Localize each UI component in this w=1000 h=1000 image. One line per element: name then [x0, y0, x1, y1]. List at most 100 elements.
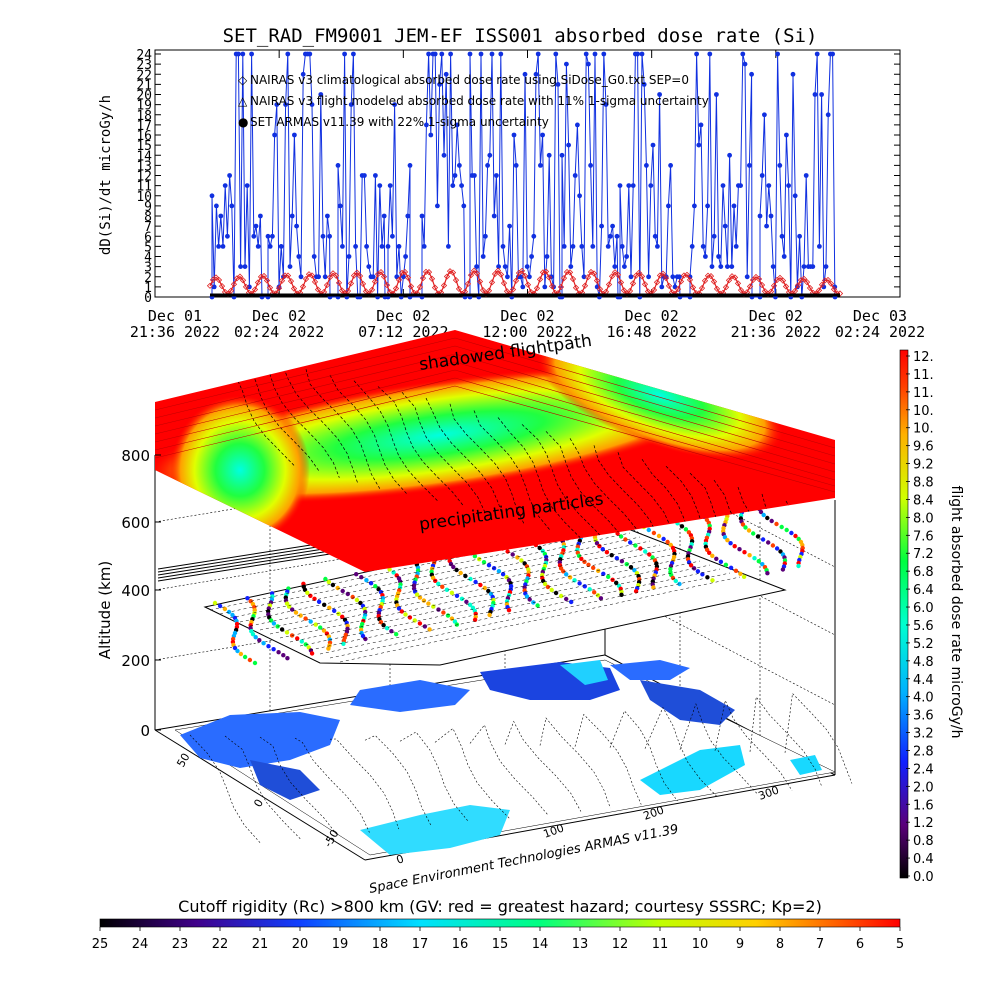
data-point: [810, 264, 816, 269]
y-tick-label: 9: [144, 200, 152, 215]
data-point: [426, 51, 431, 57]
data-point: [566, 269, 574, 276]
data-point: [596, 286, 604, 293]
colorbar-tick-label: 2.4: [913, 762, 934, 777]
data-point: [655, 244, 660, 249]
flight-point: [545, 584, 551, 590]
data-point: [509, 286, 517, 293]
data-point: [792, 193, 798, 199]
data-point: [747, 163, 752, 168]
data-point: [718, 264, 724, 269]
flight-point: [596, 568, 601, 573]
data-point: [467, 51, 473, 57]
flight-point: [774, 521, 779, 527]
flight-point: [318, 625, 323, 630]
flight-point: [733, 568, 739, 573]
data-point: [560, 275, 568, 282]
data-point: [401, 268, 409, 276]
flight-point: [378, 620, 384, 625]
data-point: [220, 244, 226, 249]
flight-point: [650, 555, 655, 560]
flight-point: [421, 598, 427, 603]
y-tick-label: 6: [144, 230, 152, 245]
data-point: [305, 271, 313, 278]
data-point: [764, 223, 769, 229]
slab-track: [305, 369, 381, 490]
data-point: [255, 244, 261, 249]
flight-point: [569, 599, 574, 605]
flight-point: [710, 578, 715, 583]
flight-point: [368, 581, 374, 586]
data-point: [538, 163, 543, 168]
data-point: [545, 274, 553, 281]
data-point: [431, 284, 439, 291]
flight-point: [477, 557, 482, 562]
y-tick-label: 11: [136, 180, 152, 195]
data-point: [711, 233, 717, 239]
data-point: [292, 132, 297, 138]
data-point: [340, 244, 345, 249]
flight-point: [303, 642, 308, 647]
data-point: [236, 51, 241, 57]
rigidity-tick-label: 12: [612, 937, 629, 952]
data-point: [448, 51, 453, 57]
flight-point: [230, 612, 235, 618]
flight-point: [793, 533, 798, 539]
flight-point: [761, 512, 766, 518]
data-point: [439, 51, 445, 57]
flight-point: [633, 589, 639, 594]
data-point: [443, 71, 449, 77]
data-point: [407, 163, 413, 168]
data-point: [635, 269, 643, 276]
flight-point: [601, 571, 606, 576]
flight-point: [354, 572, 359, 577]
data-point: [474, 264, 479, 269]
flight-point: [335, 585, 340, 591]
flight-point: [316, 599, 322, 604]
data-point: [553, 51, 559, 57]
rigidity-tick-label: 21: [252, 937, 269, 952]
flight-point: [752, 556, 757, 561]
flight-point: [473, 579, 478, 585]
data-point: [725, 264, 730, 269]
flight-point: [710, 553, 715, 558]
data-point: [720, 183, 726, 189]
data-point: [749, 71, 754, 77]
data-point: [368, 286, 376, 293]
flight-point: [487, 612, 492, 618]
z-tick-label: 400: [121, 582, 150, 600]
flight-point: [742, 550, 747, 555]
flight-point: [238, 651, 244, 657]
y-tick-label: 16: [136, 129, 152, 144]
x-tick-label-line1: Dec 02: [500, 307, 554, 325]
data-point: [320, 288, 328, 296]
data-point: [626, 183, 632, 189]
flight-point: [312, 596, 317, 601]
flight-point: [506, 608, 512, 613]
data-point: [242, 283, 250, 290]
colorbar-tick-label: 8.0: [913, 511, 934, 526]
flight-point: [579, 556, 584, 561]
flight-point: [364, 578, 369, 583]
data-point: [316, 274, 321, 280]
data-point: [513, 163, 519, 168]
flight-track: [309, 564, 711, 651]
data-point: [441, 152, 447, 158]
rigidity-tick-label: 14: [532, 937, 549, 952]
y-tick-label: 14: [136, 149, 152, 164]
slab-track: [353, 380, 438, 502]
flight-point: [384, 626, 390, 631]
data-point: [242, 264, 248, 269]
flight-point: [248, 599, 253, 604]
data-point: [362, 173, 367, 178]
flight-track: [339, 576, 741, 663]
data-point: [278, 244, 284, 249]
flight-track: [209, 524, 611, 611]
ground-track: [504, 720, 582, 812]
flight-point: [232, 645, 238, 651]
data-point: [500, 244, 506, 249]
flight-point: [468, 576, 473, 582]
flight-point: [472, 617, 478, 622]
data-point: [218, 283, 226, 290]
